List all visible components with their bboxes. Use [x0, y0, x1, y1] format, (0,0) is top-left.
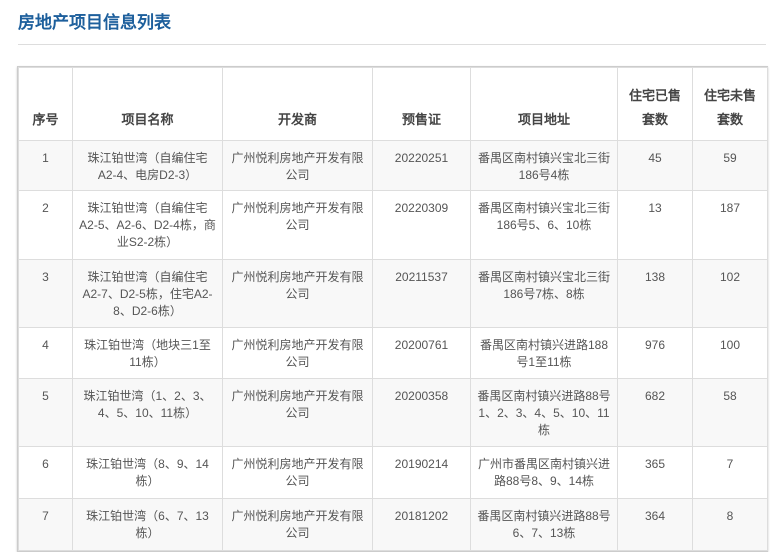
table-row: 6 珠江铂世湾（8、9、14栋） 广州悦利房地产开发有限公司 20190214 广州市番… [18, 446, 768, 499]
cell-unsold: 8 [692, 498, 768, 551]
page-title: 房地产项目信息列表 [18, 13, 171, 32]
cell-unsold: 187 [692, 190, 768, 260]
cell-no: 4 [18, 327, 73, 379]
cell-unsold: 100 [692, 327, 768, 379]
cell-developer: 广州悦利房地产开发有限公司 [222, 446, 373, 499]
cell-address: 广州市番禺区南村镇兴进路88号8、9、14栋 [470, 446, 618, 499]
cell-permit: 20220309 [372, 190, 471, 260]
header-address: 项目地址 [470, 67, 618, 141]
cell-name: 珠江铂世湾（自编住宅A2-7、D2-5栋，住宅A2-8、D2-6栋） [72, 259, 223, 328]
cell-name: 珠江铂世湾（1、2、3、4、5、10、11栋） [72, 378, 223, 447]
header-unsold: 住宅未售套数 [692, 67, 768, 141]
divider [18, 44, 766, 45]
table-row: 5 珠江铂世湾（1、2、3、4、5、10、11栋） 广州悦利房地产开发有限公司 202… [18, 378, 768, 447]
cell-developer: 广州悦利房地产开发有限公司 [222, 378, 373, 447]
table-header-row: 序号 项目名称 开发商 预售证 项目地址 住宅已售套数 住宅未售套数 [18, 67, 768, 141]
table-row: 4 珠江铂世湾（地块三1至11栋） 广州悦利房地产开发有限公司 20200761 番禺区… [18, 327, 768, 379]
cell-no: 2 [18, 190, 73, 260]
header-name: 项目名称 [72, 67, 223, 141]
header-developer: 开发商 [222, 67, 373, 141]
cell-sold: 682 [617, 378, 693, 447]
table-row: 1 珠江铂世湾（自编住宅A2-4、电房D2-3） 广州悦利房地产开发有限公司 2022… [18, 140, 768, 191]
cell-developer: 广州悦利房地产开发有限公司 [222, 259, 373, 328]
cell-permit: 20181202 [372, 498, 471, 551]
table-row: 2 珠江铂世湾（自编住宅A2-5、A2-6、D2-4栋，商业S2-2栋） 广州悦利房… [18, 190, 768, 260]
cell-name: 珠江铂世湾（自编住宅A2-5、A2-6、D2-4栋，商业S2-2栋） [72, 190, 223, 260]
cell-permit: 20211537 [372, 259, 471, 328]
cell-unsold: 58 [692, 378, 768, 447]
project-table: 序号 项目名称 开发商 预售证 项目地址 住宅已售套数 住宅未售套数 1 珠江铂世… [18, 67, 768, 551]
cell-name: 珠江铂世湾（地块三1至11栋） [72, 327, 223, 379]
cell-no: 7 [18, 498, 73, 551]
cell-unsold: 59 [692, 140, 768, 191]
cell-no: 1 [18, 140, 73, 191]
cell-permit: 20220251 [372, 140, 471, 191]
cell-no: 3 [18, 259, 73, 328]
header-sold: 住宅已售套数 [617, 67, 693, 141]
cell-address: 番禺区南村镇兴宝北三街186号5、6、10栋 [470, 190, 618, 260]
cell-address: 番禺区南村镇兴宝北三街186号7栋、8栋 [470, 259, 618, 328]
table-row: 3 珠江铂世湾（自编住宅A2-7、D2-5栋，住宅A2-8、D2-6栋） 广州悦利房… [18, 259, 768, 328]
cell-sold: 364 [617, 498, 693, 551]
table-row: 7 珠江铂世湾（6、7、13栋） 广州悦利房地产开发有限公司 20181202 番禺区南… [18, 498, 768, 551]
cell-name: 珠江铂世湾（自编住宅A2-4、电房D2-3） [72, 140, 223, 191]
cell-developer: 广州悦利房地产开发有限公司 [222, 140, 373, 191]
cell-sold: 365 [617, 446, 693, 499]
cell-address: 番禺区南村镇兴宝北三街186号4栋 [470, 140, 618, 191]
cell-no: 5 [18, 378, 73, 447]
header-permit: 预售证 [372, 67, 471, 141]
cell-developer: 广州悦利房地产开发有限公司 [222, 498, 373, 551]
cell-developer: 广州悦利房地产开发有限公司 [222, 327, 373, 379]
cell-no: 6 [18, 446, 73, 499]
cell-sold: 976 [617, 327, 693, 379]
cell-address: 番禺区南村镇兴进路88号1、2、3、4、5、10、11栋 [470, 378, 618, 447]
cell-address: 番禺区南村镇兴进路88号6、7、13栋 [470, 498, 618, 551]
cell-sold: 45 [617, 140, 693, 191]
project-table-container: 序号 项目名称 开发商 预售证 项目地址 住宅已售套数 住宅未售套数 1 珠江铂世… [17, 66, 768, 552]
cell-permit: 20190214 [372, 446, 471, 499]
cell-sold: 13 [617, 190, 693, 260]
cell-name: 珠江铂世湾（8、9、14栋） [72, 446, 223, 499]
header-no: 序号 [18, 67, 73, 141]
cell-unsold: 7 [692, 446, 768, 499]
cell-permit: 20200358 [372, 378, 471, 447]
cell-name: 珠江铂世湾（6、7、13栋） [72, 498, 223, 551]
cell-permit: 20200761 [372, 327, 471, 379]
cell-unsold: 102 [692, 259, 768, 328]
cell-developer: 广州悦利房地产开发有限公司 [222, 190, 373, 260]
cell-sold: 138 [617, 259, 693, 328]
cell-address: 番禺区南村镇兴进路188号1至11栋 [470, 327, 618, 379]
